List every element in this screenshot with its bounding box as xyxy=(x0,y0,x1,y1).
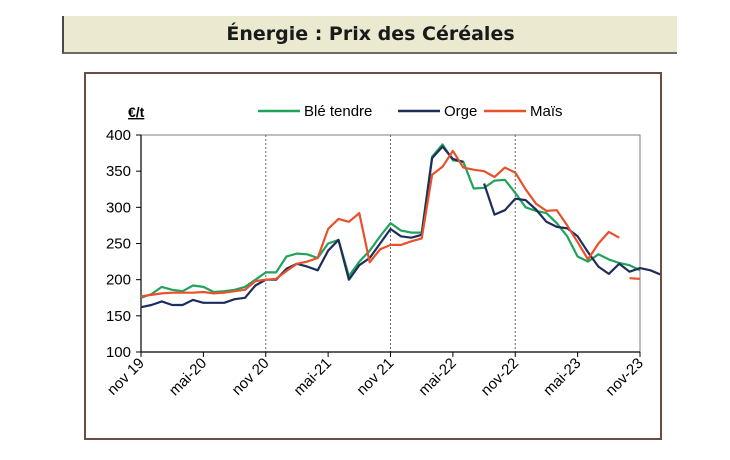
x-tick-label: nov-22 xyxy=(478,355,522,399)
series-layer xyxy=(140,143,672,309)
series-line-orge xyxy=(140,145,464,309)
legend: Blé tendre Orge Maïs xyxy=(258,103,563,120)
y-tick-label: 400 xyxy=(106,127,131,144)
legend-label: Maïs xyxy=(530,103,563,120)
x-tick-label: mai-20 xyxy=(166,355,210,399)
grid-layer xyxy=(140,134,641,353)
cereal-price-chart: 100 150 200 250 300 350 400 nov 19 mai-20 nov 20 m… xyxy=(104,103,672,399)
page-title: Énergie : Prix des Céréales xyxy=(226,23,515,45)
x-tick-label: nov 19 xyxy=(104,355,148,399)
x-tick-label: mai-23 xyxy=(540,355,584,399)
legend-label: Blé tendre xyxy=(304,103,372,120)
series-line-orge xyxy=(483,183,672,283)
x-tick-label: mai-22 xyxy=(415,355,459,399)
axis-layer: 100 150 200 250 300 350 400 nov 19 mai-20 nov 20 m… xyxy=(104,127,647,399)
title-banner: Énergie : Prix des Céréales xyxy=(62,16,677,54)
x-tick-label: nov-23 xyxy=(602,355,646,399)
series-line-ma-s xyxy=(140,149,620,298)
y-tick-label: 350 xyxy=(106,163,131,180)
y-axis-label: €/t xyxy=(128,104,145,120)
series-line-bl-tendre xyxy=(140,143,641,299)
x-tick-label: mai-21 xyxy=(291,355,335,399)
legend-label: Orge xyxy=(444,103,477,120)
series-line-ma-s xyxy=(629,277,641,280)
y-tick-label: 100 xyxy=(106,344,131,361)
x-tick-label: nov 21 xyxy=(353,355,397,399)
chart-frame: 100 150 200 250 300 350 400 nov 19 mai-20 nov 20 m… xyxy=(84,72,672,440)
y-tick-label: 250 xyxy=(106,236,131,253)
y-tick-label: 150 xyxy=(106,308,131,325)
x-tick-label: nov 20 xyxy=(229,355,273,399)
y-tick-label: 300 xyxy=(106,199,131,216)
y-tick-label: 200 xyxy=(106,272,131,289)
